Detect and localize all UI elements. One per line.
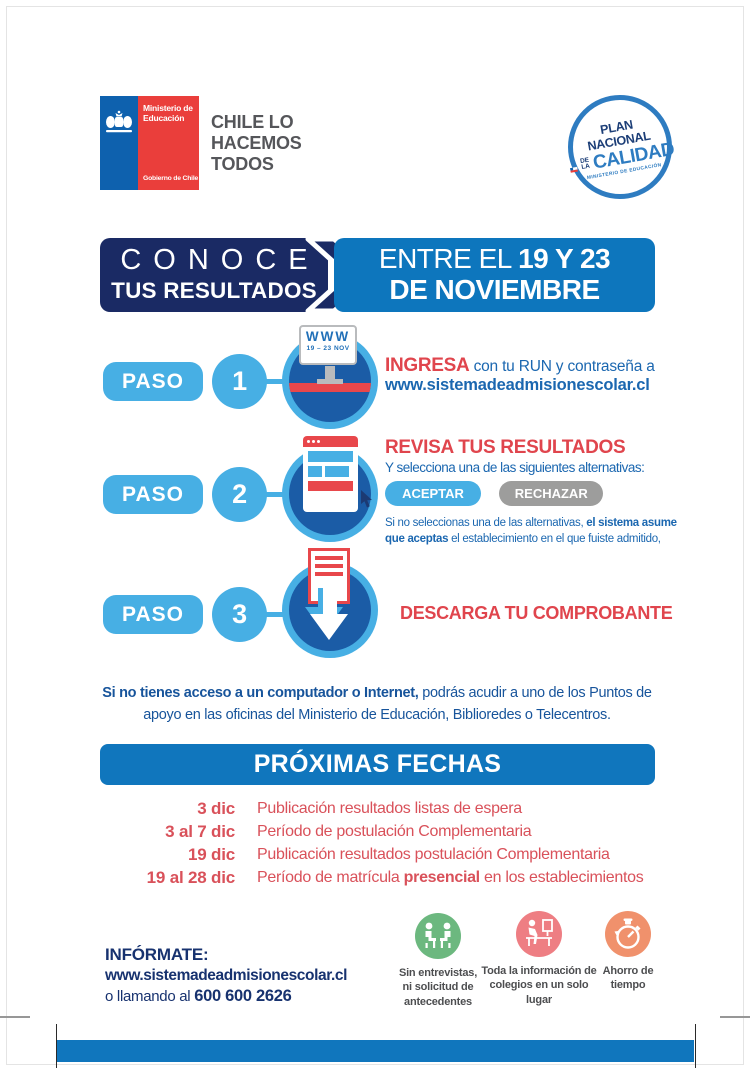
chile-coat-of-arms-icon xyxy=(106,110,132,133)
date-row: 19 al 28 dic Período de matrícula presen… xyxy=(146,868,644,887)
paso3-number: 3 xyxy=(212,587,267,642)
banner-title-line1: CONOCE xyxy=(120,244,320,276)
aceptar-button[interactable]: ACEPTAR xyxy=(385,481,481,506)
chile-flag-icon xyxy=(570,166,579,173)
date-row: 3 dic Publicación resultados listas de e… xyxy=(197,799,522,818)
crop-mark xyxy=(720,1016,750,1018)
ministry-logo: Ministerio de Educación Gobierno de Chil… xyxy=(100,96,199,190)
footer-url[interactable]: www.sistemadeadmisionescolar.cl xyxy=(105,967,348,985)
government-label: Gobierno de Chile xyxy=(143,175,199,182)
paso1-url[interactable]: www.sistemadeadmisionescolar.cl xyxy=(385,376,650,394)
benefit-caption: Ahorro de tiempo xyxy=(602,965,654,992)
person-computer-icon xyxy=(516,911,562,957)
logo-blue-stripe xyxy=(100,96,138,190)
browser-window xyxy=(303,436,358,512)
paso2-number: 2 xyxy=(212,467,267,522)
ministry-name: Ministerio de Educación xyxy=(143,103,193,124)
plan-nacional-seal: PLAN NACIONAL DE LA CALIDAD MINISTERIO D… xyxy=(568,95,676,199)
banner-date-panel: ENTRE EL 19 Y 23 DE NOVIEMBRE xyxy=(334,238,655,312)
paso1-text: INGRESA con tu RUN y contraseña a xyxy=(385,355,655,376)
browser-results-icon xyxy=(282,436,378,542)
paso2-pill: PASO xyxy=(103,475,203,514)
monitor-stand xyxy=(325,366,335,380)
no-access-paragraph: Si no tienes acceso a un computador o In… xyxy=(102,685,652,723)
download-document-icon xyxy=(282,548,378,658)
banner-title-line2: TUS RESULTADOS xyxy=(111,278,317,303)
paso2-subheading: Y selecciona una de las siguientes alter… xyxy=(385,460,645,475)
desk-stripe xyxy=(289,383,371,392)
proximas-fechas-banner: PRÓXIMAS FECHAS xyxy=(100,744,655,785)
rechazar-button[interactable]: RECHAZAR xyxy=(499,481,604,506)
crop-mark xyxy=(695,1024,696,1068)
phone-line: o llamando al 600 600 2626 xyxy=(105,987,292,1006)
paso1-heading: INGRESA xyxy=(385,355,470,376)
banner-date-line2: DE NOVIEMBRE xyxy=(389,274,600,305)
crop-mark xyxy=(0,1016,30,1018)
interview-people-icon xyxy=(415,913,461,959)
date-row: 19 dic Publicación resultados postulació… xyxy=(188,845,610,864)
paso3-heading: DESCARGA TU COMPROBANTE xyxy=(400,603,673,623)
cursor-icon xyxy=(361,490,372,508)
monitor-screen: WWW 19 – 23 NOV xyxy=(299,325,357,365)
paso1-pill: PASO xyxy=(103,362,203,401)
paso1-number: 1 xyxy=(212,354,267,409)
paso2-buttons: ACEPTAR RECHAZAR xyxy=(385,481,604,506)
benefit-caption: Toda la información de colegios en un so… xyxy=(481,965,597,1006)
footer-bar xyxy=(57,1040,694,1062)
monitor-www-icon: WWW 19 – 23 NOV xyxy=(282,325,378,429)
banner-title-panel: CONOCE TUS RESULTADOS xyxy=(100,238,328,312)
date-row: 3 al 7 dic Período de postulación Comple… xyxy=(165,822,532,841)
crop-mark xyxy=(56,1024,57,1068)
informate-label: INFÓRMATE: xyxy=(105,945,209,964)
browser-header xyxy=(303,436,358,447)
seal-dela: DE LA xyxy=(579,156,591,171)
banner-date-line1: ENTRE EL 19 Y 23 xyxy=(378,243,611,275)
paso3-pill: PASO xyxy=(103,595,203,634)
dates-list: 3 dic Publicación resultados listas de e… xyxy=(100,797,655,889)
logo-red-panel: Ministerio de Educación Gobierno de Chil… xyxy=(138,96,199,190)
download-arrow-icon xyxy=(305,588,348,640)
slogan: CHILE LO HACEMOS TODOS xyxy=(211,112,302,175)
contact-block: INFÓRMATE: www.sistemadeadmisionescolar.… xyxy=(105,944,347,1008)
monitor-base xyxy=(317,379,343,384)
benefit-caption: Sin entrevistas, ni solicitud de anteced… xyxy=(398,967,478,1008)
paso2-heading: REVISA TUS RESULTADOS xyxy=(385,437,626,458)
stopwatch-icon xyxy=(605,911,651,957)
paso2-note: Si no seleccionas una de las alternativa… xyxy=(385,517,677,545)
